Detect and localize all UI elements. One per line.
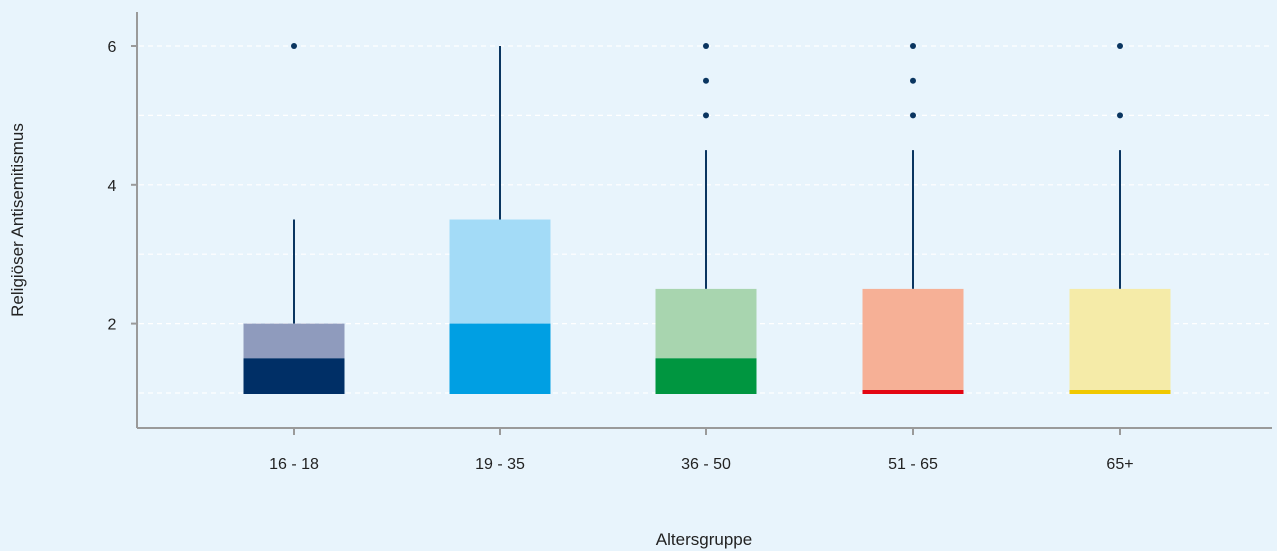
box-lower (449, 323, 551, 394)
box-upper (449, 219, 551, 324)
box-65plus (1069, 43, 1171, 394)
outlier-point (703, 77, 709, 84)
x-tick-label: 51 - 65 (888, 456, 938, 473)
y-axis-title: Religiöser Antisemitismus (8, 123, 27, 317)
y-tick-label: 2 (108, 317, 117, 334)
median-line (1069, 390, 1171, 394)
box-upper (1069, 288, 1171, 393)
box-19-35 (449, 46, 551, 394)
box-16-18 (243, 43, 345, 394)
box-lower (243, 358, 345, 394)
outlier-point (910, 112, 916, 119)
box-upper (862, 288, 964, 393)
outlier-point (291, 43, 297, 49)
boxes (243, 43, 1171, 394)
x-tick-label: 16 - 18 (269, 456, 319, 473)
y-tick-label: 4 (108, 178, 117, 195)
y-tick-label: 6 (108, 39, 117, 56)
tick-labels: 2 4 6 16 - 18 19 - 35 36 - 50 51 - 65 65+ (108, 39, 1134, 473)
x-axis-title: Altersgruppe (656, 530, 752, 549)
x-tick-label: 65+ (1106, 456, 1133, 473)
box-51-65 (862, 43, 964, 394)
x-tick-label: 19 - 35 (475, 456, 525, 473)
box-lower (655, 358, 757, 394)
outlier-point (910, 43, 916, 49)
outlier-point (703, 43, 709, 49)
outlier-point (703, 112, 709, 119)
outlier-point (1117, 43, 1123, 49)
axes (131, 12, 1272, 435)
x-tick-label: 36 - 50 (681, 456, 731, 473)
outlier-point (910, 77, 916, 84)
outlier-point (1117, 112, 1123, 119)
median-line (862, 390, 964, 394)
box-upper (243, 323, 345, 359)
box-upper (655, 288, 757, 359)
box-36-50 (655, 43, 757, 394)
